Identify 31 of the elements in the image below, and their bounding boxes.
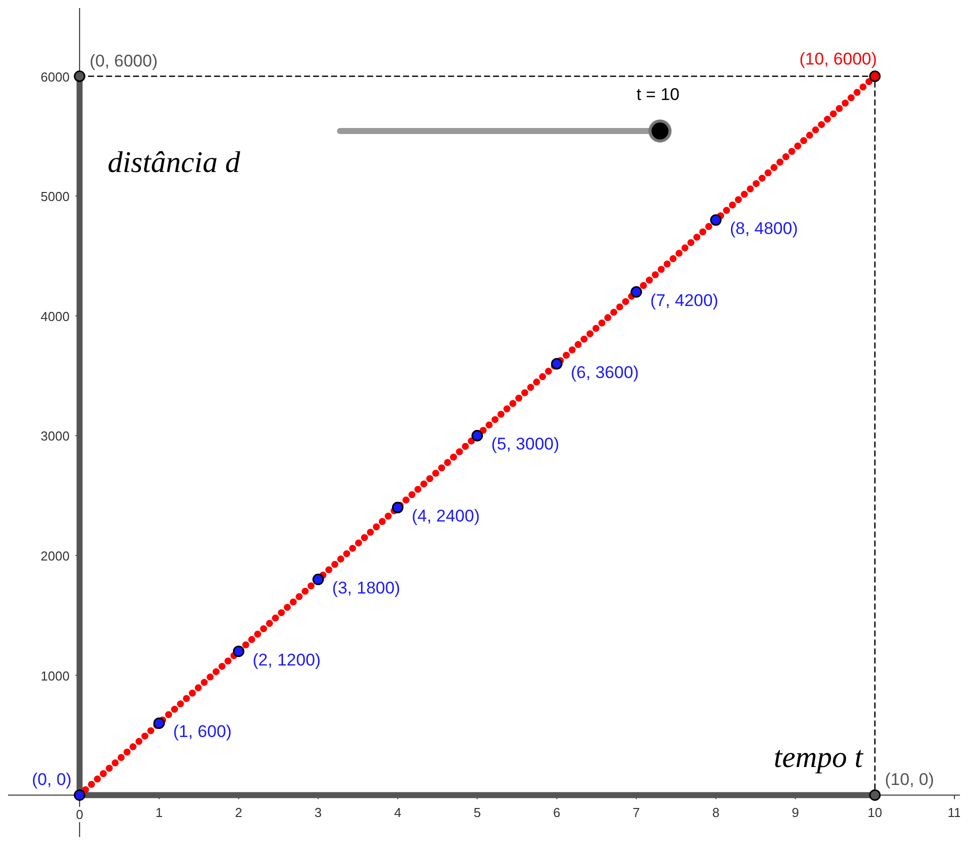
x-tick-label: 6 xyxy=(553,805,560,820)
data-label: (10, 6000) xyxy=(799,49,877,68)
data-label: (3, 1800) xyxy=(332,578,400,598)
x-tick-label: 7 xyxy=(632,805,640,820)
data-label: (2, 1200) xyxy=(252,650,321,670)
x-axis-title: tempo t xyxy=(774,741,864,774)
y-tick-label: 4000 xyxy=(40,308,70,324)
data-label: (7, 4200) xyxy=(650,290,718,310)
x-tick-label: 5 xyxy=(474,805,481,820)
data-label: (10, 0) xyxy=(884,770,934,790)
data-label: (8, 4800) xyxy=(730,219,798,238)
data-label: (6, 3600) xyxy=(570,362,639,382)
x-tick-label: 9 xyxy=(792,805,799,820)
annotation: t = 10 xyxy=(636,85,680,104)
x-tick-label: 4 xyxy=(394,805,402,820)
y-tick-label: 2000 xyxy=(40,548,70,564)
data-label: (0, 6000) xyxy=(90,51,158,70)
x-tick-label: 10 xyxy=(868,805,882,820)
x-tick-label: 1 xyxy=(155,805,163,820)
y-tick-label: 3000 xyxy=(40,428,70,444)
x-tick-label: 3 xyxy=(314,805,322,820)
data-label: (5, 3000) xyxy=(491,434,560,454)
y-tick-label: 1000 xyxy=(40,668,70,684)
y-axis-title: distância d xyxy=(108,146,242,180)
data-label: (4, 2400) xyxy=(412,506,480,526)
y-tick-label: 5000 xyxy=(40,189,70,204)
x-tick-label: 8 xyxy=(712,805,720,820)
x-tick-label: 2 xyxy=(235,805,242,820)
data-label: (0, 0) xyxy=(32,770,72,790)
data-label: (1, 600) xyxy=(173,722,232,742)
y-tick-label: 6000 xyxy=(40,69,70,84)
